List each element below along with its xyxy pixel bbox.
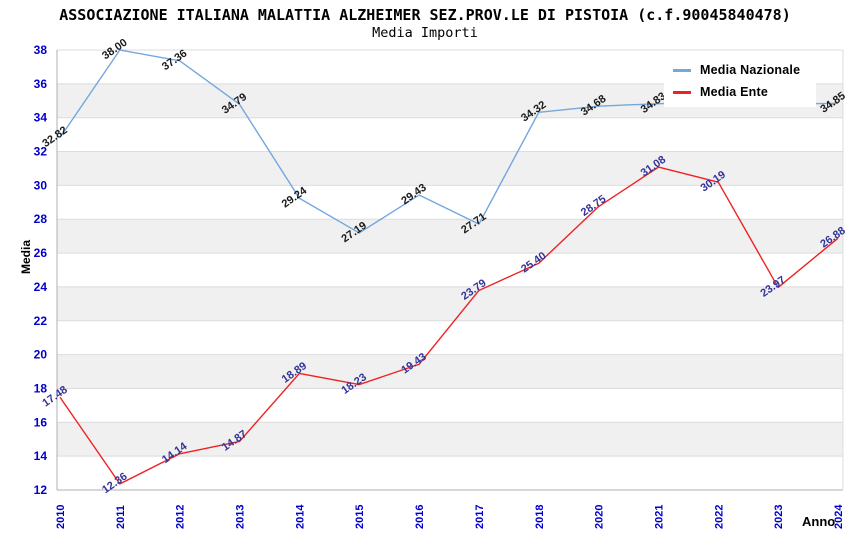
legend-label: Media Ente bbox=[700, 85, 768, 99]
x-axis-title: Anno bbox=[802, 514, 836, 529]
y-tick-label: 20 bbox=[34, 348, 48, 362]
x-tick-label: 2020 bbox=[594, 505, 606, 529]
data-point-label: 32.82 bbox=[40, 124, 69, 150]
y-tick-label: 22 bbox=[34, 314, 48, 328]
y-tick-label: 32 bbox=[34, 145, 48, 159]
media-ente-line-swatch-icon bbox=[673, 90, 691, 94]
legend-item-media-nazionale: Media Nazionale bbox=[673, 63, 816, 77]
data-point-label: 37.36 bbox=[160, 47, 189, 73]
series-line-media-ente bbox=[59, 166, 839, 485]
x-tick-label: 2015 bbox=[354, 505, 366, 529]
y-tick-label: 26 bbox=[34, 246, 48, 260]
plot-band bbox=[57, 151, 843, 186]
y-tick-label: 18 bbox=[34, 381, 48, 395]
chart-legend: Media Nazionale Media Ente bbox=[664, 55, 816, 107]
y-tick-label: 24 bbox=[34, 280, 48, 294]
plot-band bbox=[57, 219, 843, 254]
x-tick-label: 2010 bbox=[55, 505, 67, 529]
x-tick-label: 2013 bbox=[235, 505, 247, 529]
x-tick-label: 2024 bbox=[833, 504, 845, 529]
data-point-label: 25.40 bbox=[519, 250, 548, 276]
chart-subtitle: Media Importi bbox=[372, 25, 478, 41]
y-tick-label: 12 bbox=[34, 483, 48, 497]
x-tick-label: 2012 bbox=[175, 505, 187, 529]
y-tick-label: 14 bbox=[34, 449, 48, 463]
y-tick-label: 36 bbox=[34, 77, 48, 91]
plot-band bbox=[57, 422, 843, 457]
data-point-label: 12.36 bbox=[100, 471, 129, 497]
plot-band bbox=[57, 286, 843, 321]
plot-band bbox=[57, 354, 843, 389]
chart-title: ASSOCIAZIONE ITALIANA MALATTIA ALZHEIMER… bbox=[59, 6, 791, 24]
media-nazionale-line-swatch-icon bbox=[673, 68, 691, 72]
legend-item-media-ente: Media Ente bbox=[673, 85, 816, 99]
y-tick-label: 16 bbox=[34, 415, 48, 429]
legend-label: Media Nazionale bbox=[700, 63, 801, 77]
x-tick-label: 2017 bbox=[474, 505, 486, 529]
data-point-label: 28.75 bbox=[579, 193, 608, 219]
x-tick-label: 2011 bbox=[115, 505, 127, 529]
x-tick-label: 2023 bbox=[773, 505, 785, 529]
x-tick-label: 2022 bbox=[713, 505, 725, 529]
y-tick-label: 28 bbox=[34, 212, 48, 226]
x-tick-label: 2016 bbox=[414, 505, 426, 529]
x-tick-label: 2018 bbox=[534, 505, 546, 529]
y-tick-label: 30 bbox=[34, 178, 48, 192]
y-axis-title: Media bbox=[19, 240, 33, 275]
y-tick-label: 38 bbox=[34, 43, 48, 57]
x-tick-label: 2021 bbox=[653, 505, 665, 529]
x-tick-label: 2014 bbox=[294, 504, 306, 529]
data-point-label: 29.24 bbox=[280, 184, 310, 210]
y-tick-label: 34 bbox=[34, 111, 48, 125]
